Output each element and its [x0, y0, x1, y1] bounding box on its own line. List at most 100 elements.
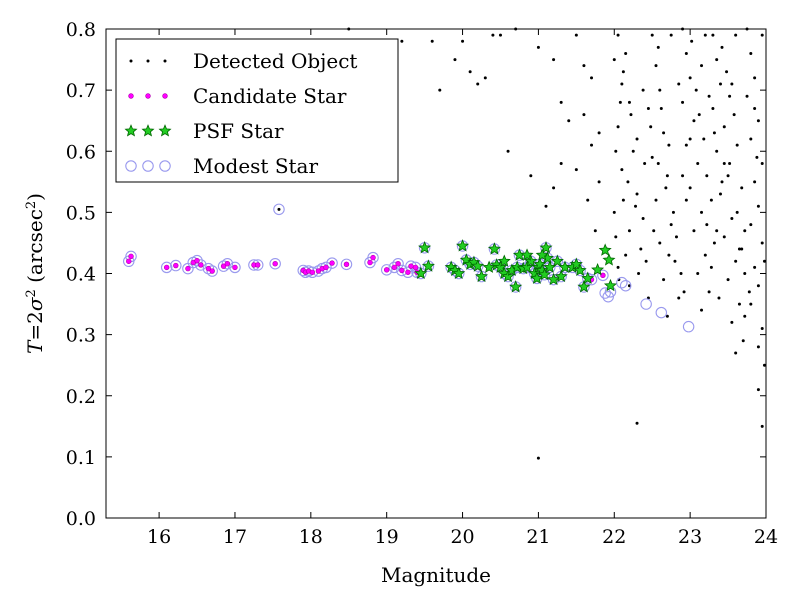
detected-object-point [700, 64, 704, 68]
x-tick-label: 19 [375, 526, 399, 548]
detected-object-point [536, 45, 540, 49]
detected-object-point [756, 284, 760, 288]
detected-object-point [593, 229, 597, 233]
series-detected-object [277, 27, 766, 460]
detected-object-point [627, 284, 631, 288]
detected-object-point [643, 161, 647, 165]
detected-object-point [720, 45, 724, 49]
modest-star-point [682, 320, 695, 333]
detected-object-point [722, 161, 726, 165]
detected-object-point [544, 204, 548, 208]
psf-star-point [520, 248, 534, 261]
detected-object-point [709, 265, 713, 269]
detected-object-point [624, 253, 628, 257]
detected-object-point [616, 33, 620, 37]
psf-star-point [554, 269, 568, 283]
detected-object-point [715, 58, 719, 62]
psf-star-point [501, 269, 515, 283]
legend-marker-detected [163, 59, 167, 63]
detected-object-point [705, 223, 709, 227]
detected-object-point [654, 64, 658, 68]
axis-ticks: 16 17 18 19 20 21 22 23 24 0.0 0.1 0.2 0.3 0.4 0.5 0.6 0… [66, 19, 778, 548]
detected-object-point [586, 198, 590, 202]
detected-object-point [743, 314, 747, 318]
detected-object-point [626, 180, 630, 184]
detected-object-point [529, 174, 533, 178]
legend-marker-modest [159, 160, 171, 172]
detected-object-point [730, 216, 734, 220]
psf-star-point [598, 243, 612, 256]
legend-marker-psf [158, 124, 172, 137]
psf-star-point [581, 271, 595, 284]
detected-object-point [718, 82, 722, 86]
detected-object-point [590, 76, 594, 80]
y-axis-label-open: (arcsec [23, 209, 47, 289]
detected-object-point [705, 174, 709, 178]
detected-object-point [669, 33, 673, 37]
legend: Detected Object Candidate Star PSF Star … [115, 38, 399, 183]
modest-star-point [326, 257, 338, 269]
detected-object-point [743, 229, 747, 233]
detected-object-point [644, 259, 648, 263]
detected-object-point [749, 51, 753, 55]
candidate-star-point [367, 259, 373, 266]
candidate-star-point [232, 264, 238, 271]
psf-star-point [535, 248, 549, 261]
modest-star-point [195, 259, 207, 271]
detected-object-point [715, 229, 719, 233]
detected-object-point [552, 186, 556, 190]
candidate-star-point [343, 261, 350, 268]
candidate-star-point [412, 264, 419, 271]
detected-object-point [697, 113, 701, 117]
detected-object-point [760, 327, 764, 331]
detected-object-point [277, 207, 281, 211]
detected-object-point [612, 210, 616, 214]
psf-star-point [456, 239, 470, 252]
psf-star-point [524, 254, 538, 267]
detected-object-point [688, 76, 692, 80]
detected-object-point [574, 168, 578, 172]
candidate-star-point [205, 265, 212, 272]
legend-entry-psf-star: PSF Star [193, 119, 284, 143]
modest-star-point [221, 257, 234, 270]
candidate-star-point [600, 272, 606, 279]
detected-object-point [634, 204, 638, 208]
detected-object-point [756, 204, 760, 208]
psf-star-point [602, 253, 616, 266]
legend-box [115, 38, 399, 183]
detected-object-point [662, 131, 666, 135]
series-layer [123, 27, 766, 460]
y-tick-label: 0.6 [66, 141, 96, 163]
detected-object-point [756, 345, 760, 349]
detected-object-point [559, 161, 563, 165]
modest-star-point [640, 298, 652, 310]
detected-object-point [652, 229, 656, 233]
detected-object-point [681, 100, 685, 104]
detected-object-point [650, 33, 654, 37]
detected-object-point [760, 424, 764, 428]
psf-star-point [418, 240, 432, 254]
detected-object-point [743, 272, 747, 275]
detected-object-point [438, 88, 442, 92]
modest-star-point [380, 264, 393, 276]
candidate-star-point [370, 254, 376, 261]
legend-entry-candidate-star: Candidate Star [193, 84, 347, 108]
candidate-star-point [198, 262, 204, 268]
detected-object-point [753, 76, 757, 80]
legend-marker-psf [141, 124, 155, 137]
detected-object-point [726, 174, 730, 178]
detected-object-point [679, 272, 683, 275]
detected-object-point [590, 143, 594, 147]
detected-object-point [650, 155, 654, 159]
detected-object-point [498, 33, 502, 37]
x-tick-label: 18 [299, 526, 323, 548]
psf-star-point [591, 262, 605, 276]
detected-object-point [747, 290, 751, 294]
candidate-star-point [173, 262, 179, 269]
detected-object-point [700, 308, 704, 312]
detected-object-point [552, 58, 556, 62]
detected-object-point [658, 241, 662, 245]
legend-marker-detected [129, 59, 133, 63]
detected-object-point [690, 39, 694, 43]
